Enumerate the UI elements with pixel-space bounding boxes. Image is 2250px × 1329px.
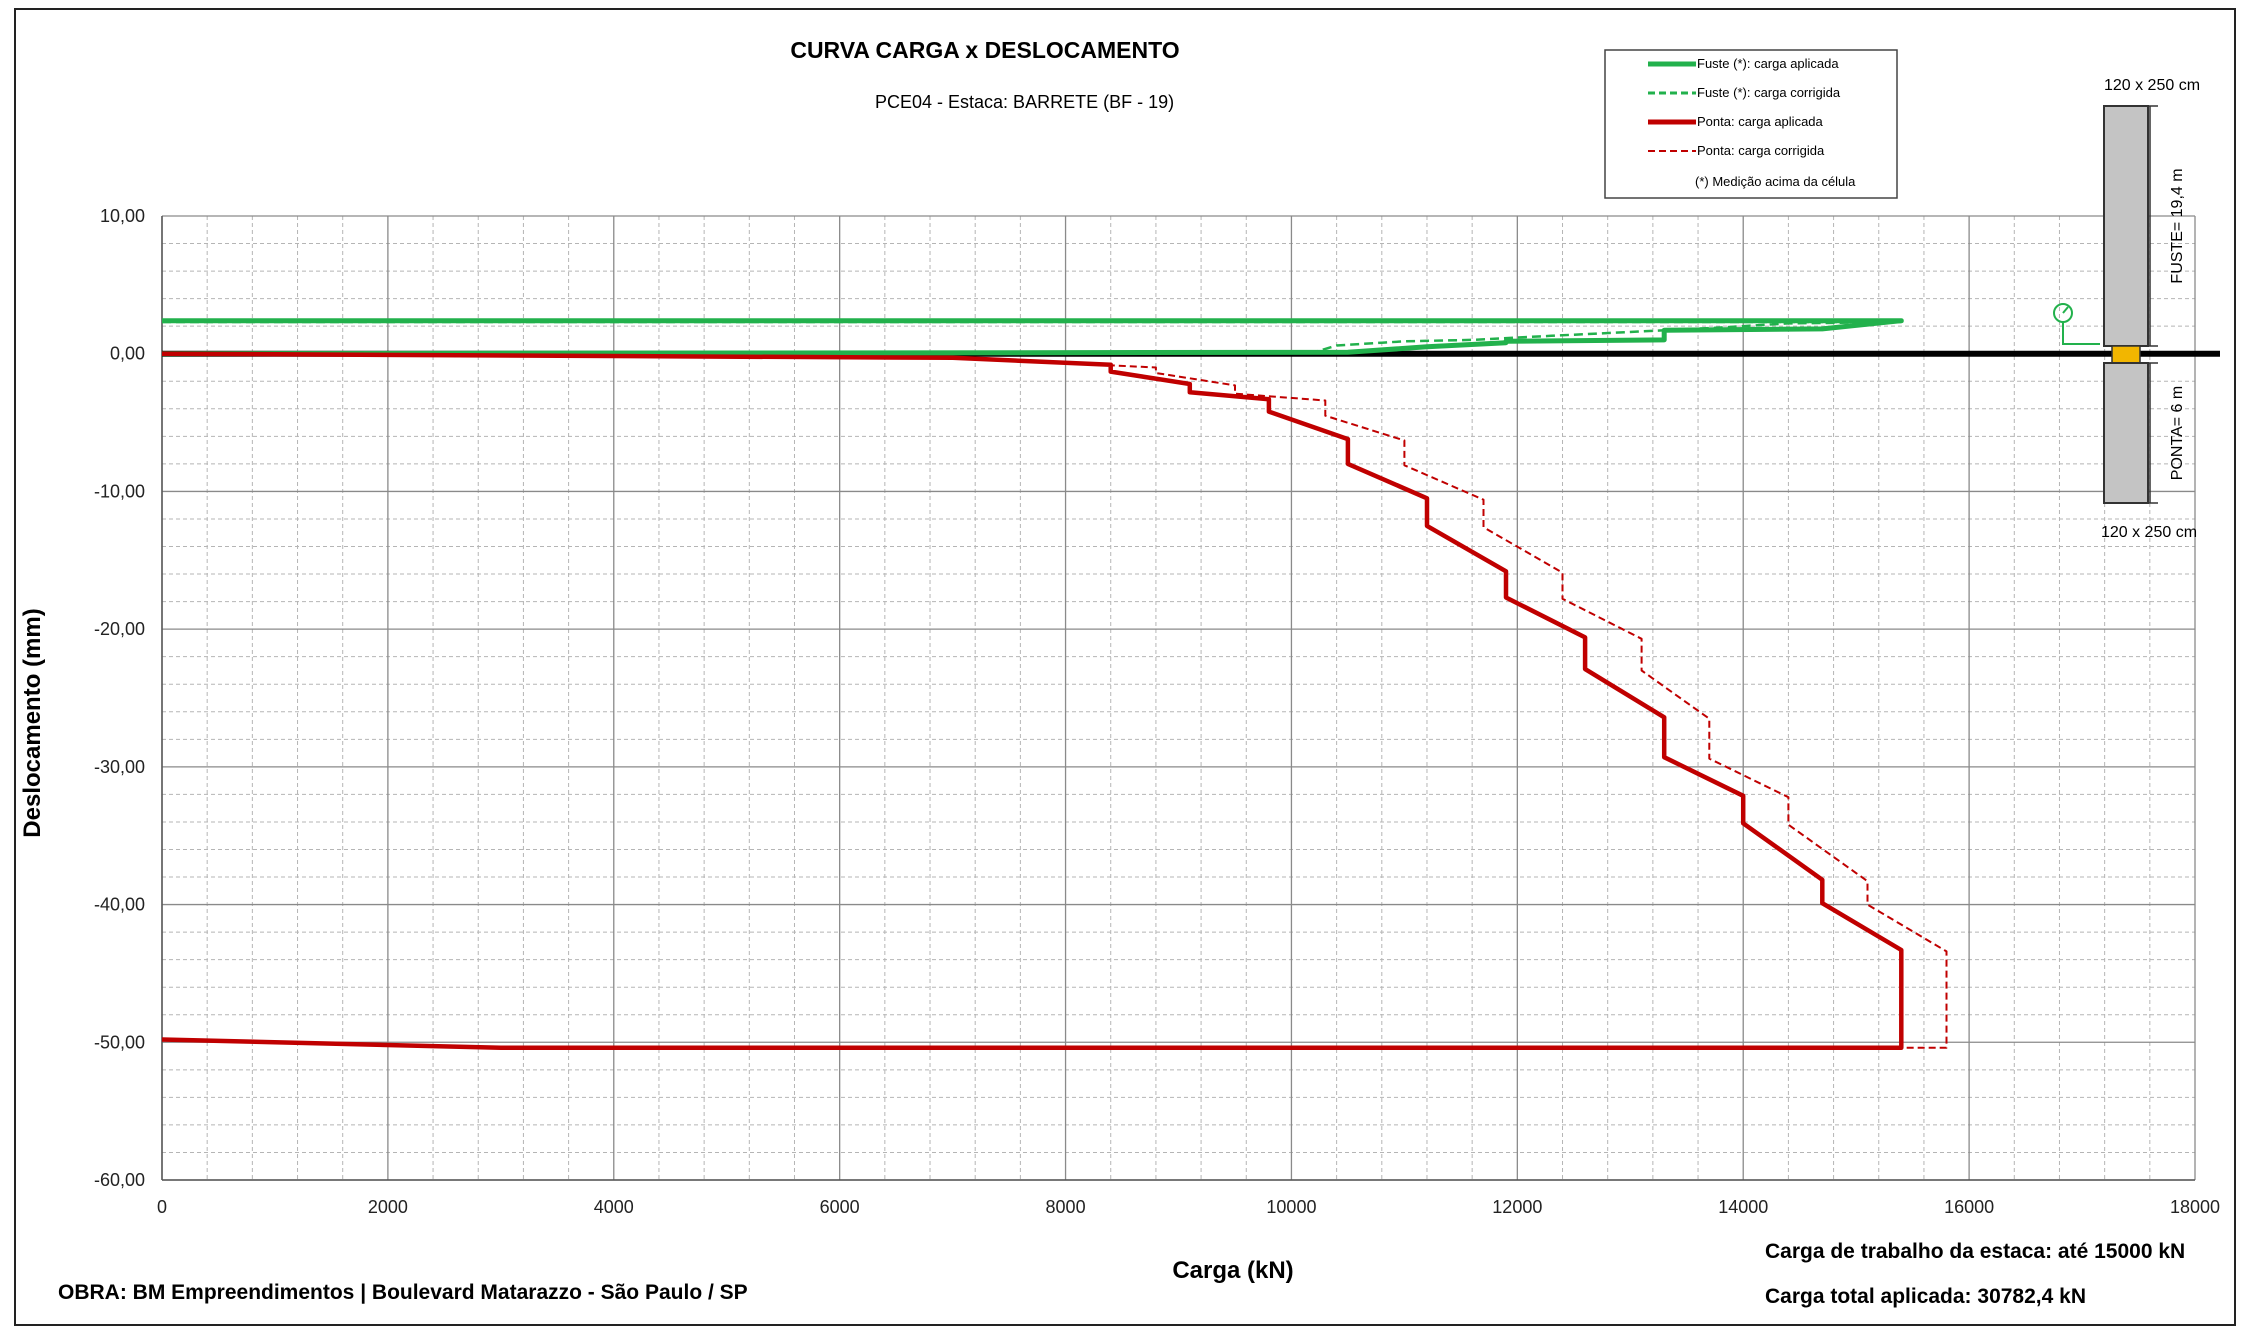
x-tick-label: 4000 bbox=[594, 1197, 634, 1217]
legend-label-ponta-corrigida: Ponta: carga corrigida bbox=[1697, 143, 1825, 158]
legend-label-fuste-corrigida: Fuste (*): carga corrigida bbox=[1697, 85, 1841, 100]
pile-top-dimension: 120 x 250 cm bbox=[2104, 77, 2200, 94]
x-tick-label: 8000 bbox=[1046, 1197, 1086, 1217]
x-tick-label: 14000 bbox=[1718, 1197, 1768, 1217]
footer-obra: OBRA: BM Empreendimentos | Boulevard Mat… bbox=[58, 1281, 748, 1304]
chart-frame bbox=[14, 8, 2236, 1326]
x-tick-label: 2000 bbox=[368, 1197, 408, 1217]
y-tick-label: -30,00 bbox=[94, 757, 145, 777]
y-tick-label: -20,00 bbox=[94, 619, 145, 639]
y-tick-label: -10,00 bbox=[94, 481, 145, 501]
pile-diagram: 120 x 250 cm FUSTE= 19,4 m PONTA= 6 m 12… bbox=[2053, 77, 2200, 541]
pile-shaft bbox=[2103, 105, 2149, 347]
series-line-1 bbox=[161, 320, 1903, 355]
series-line-2 bbox=[161, 351, 1904, 1051]
footer-carga-trabalho: Carga de trabalho da estaca: até 15000 k… bbox=[1765, 1240, 2185, 1263]
x-tick-label: 6000 bbox=[820, 1197, 860, 1217]
pile-tip bbox=[2103, 362, 2149, 504]
x-tick-label: 18000 bbox=[2170, 1197, 2220, 1217]
chart-subtitle: PCE04 - Estaca: BARRETE (BF - 19) bbox=[875, 92, 1174, 112]
legend-note: (*) Medição acima da célula bbox=[1695, 174, 1856, 189]
x-tick-label: 16000 bbox=[1944, 1197, 1994, 1217]
y-axis-label: Deslocamento (mm) bbox=[19, 608, 46, 837]
shaft-length-label: FUSTE= 19,4 m bbox=[2169, 168, 2186, 283]
series-line-3 bbox=[161, 352, 1948, 1049]
y-tick-label: 10,00 bbox=[100, 206, 145, 226]
pile-bottom-dimension: 120 x 250 cm bbox=[2101, 524, 2197, 541]
legend-label-ponta-aplicada: Ponta: carga aplicada bbox=[1697, 114, 1824, 129]
legend-label-fuste-aplicada: Fuste (*): carga aplicada bbox=[1697, 56, 1839, 71]
y-tick-label: -40,00 bbox=[94, 895, 145, 915]
chart-title: CURVA CARGA x DESLOCAMENTO bbox=[790, 37, 1179, 63]
load-cell bbox=[2111, 345, 2141, 364]
grid bbox=[161, 215, 2220, 1181]
series-line-0 bbox=[161, 318, 1904, 357]
tip-length-label: PONTA= 6 m bbox=[2169, 386, 2186, 480]
y-tick-label: 0,00 bbox=[110, 344, 145, 364]
displacement-gauge-icon bbox=[2053, 303, 2100, 345]
x-tick-label: 0 bbox=[157, 1197, 167, 1217]
y-tick-label: -60,00 bbox=[94, 1170, 145, 1190]
x-tick-label: 12000 bbox=[1492, 1197, 1542, 1217]
footer-carga-total: Carga total aplicada: 30782,4 kN bbox=[1765, 1285, 2086, 1308]
axis-ticks: 0 2000 4000 6000 8000 10000 12000 14000 16000 180… bbox=[94, 206, 2220, 1217]
y-tick-label: -50,00 bbox=[94, 1032, 145, 1052]
x-tick-label: 10000 bbox=[1266, 1197, 1316, 1217]
legend: Fuste (*): carga aplicada Fuste (*): car… bbox=[1604, 49, 1898, 199]
series-lines bbox=[161, 318, 1948, 1051]
x-axis-label: Carga (kN) bbox=[1172, 1257, 1293, 1284]
